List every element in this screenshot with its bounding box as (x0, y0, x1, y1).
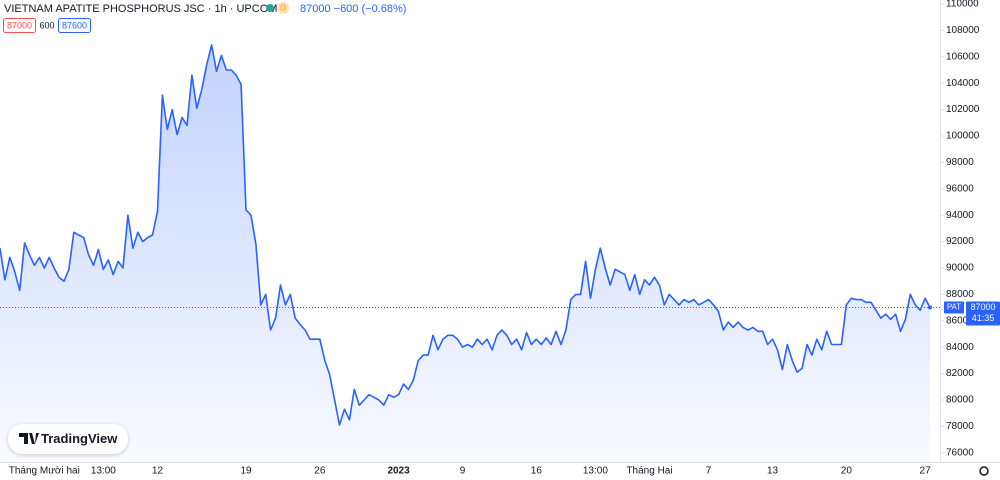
y-tick-label: 100000 (946, 131, 980, 142)
y-tick-label: 78000 (946, 421, 974, 432)
x-tick-label: Tháng Mười hai (9, 466, 80, 477)
y-tick-label: 76000 (946, 447, 974, 458)
y-tick-label: 94000 (946, 210, 974, 221)
legend-value: 87000 (7, 20, 32, 30)
x-tick-label: 2023 (387, 466, 410, 477)
area-fill (0, 44, 930, 463)
y-tick-label: 88000 (946, 289, 974, 300)
y-tick-label: 80000 (946, 395, 974, 406)
last-point (928, 305, 932, 310)
price-change: 87000 −600 (−0.68%) (300, 3, 406, 15)
y-tick-label: 108000 (946, 25, 980, 36)
y-tick-label: 82000 (946, 368, 974, 379)
y-tick-label: 84000 (946, 342, 974, 353)
x-tick-label: 20 (841, 466, 853, 477)
x-tick-label: 26 (314, 466, 326, 477)
x-tick-label: 9 (460, 466, 466, 477)
y-tick-label: 102000 (946, 104, 980, 115)
countdown-label: 41:35 (972, 313, 995, 323)
x-tick-label: 13:00 (583, 466, 608, 477)
logo-icon (19, 433, 39, 444)
x-tick-label: 19 (240, 466, 252, 477)
symbol-label-box (944, 301, 964, 314)
x-tick-label: Tháng Hai (626, 466, 672, 477)
interval-badge: D (280, 4, 286, 13)
price-line (0, 44, 931, 426)
last-price-box (966, 301, 1000, 326)
x-tick-label: 27 (920, 466, 932, 477)
y-tick-label: 96000 (946, 183, 974, 194)
y-tick-label: 92000 (946, 236, 974, 247)
legend-value: 600 (39, 20, 54, 30)
x-tick-label: 13:00 (91, 466, 116, 477)
badge (277, 2, 289, 14)
logo-box[interactable] (8, 424, 128, 454)
settings-icon[interactable] (979, 466, 989, 476)
y-tick-label: 110000 (946, 0, 979, 10)
x-tick-label: 7 (706, 466, 712, 477)
legend-box (58, 18, 91, 33)
y-tick-label: 98000 (946, 157, 974, 168)
y-tick-label: 104000 (946, 78, 980, 89)
y-tick-label: 86000 (946, 315, 974, 326)
legend-box (3, 18, 36, 33)
legend-value: 87600 (62, 20, 87, 30)
chart-title: VIETNAM APATITE PHOSPHORUS JSC · 1h · UP… (4, 3, 277, 15)
symbol-label: PAT (947, 303, 961, 312)
status-dot (266, 4, 274, 12)
y-tick-label: 90000 (946, 263, 974, 274)
x-tick-label: 12 (152, 466, 164, 477)
last-price-label: 87000 (970, 302, 995, 312)
logo-text[interactable]: TradingView (41, 431, 118, 446)
y-tick-label: 106000 (946, 51, 980, 62)
x-tick-label: 13 (767, 466, 779, 477)
x-tick-label: 16 (531, 466, 543, 477)
